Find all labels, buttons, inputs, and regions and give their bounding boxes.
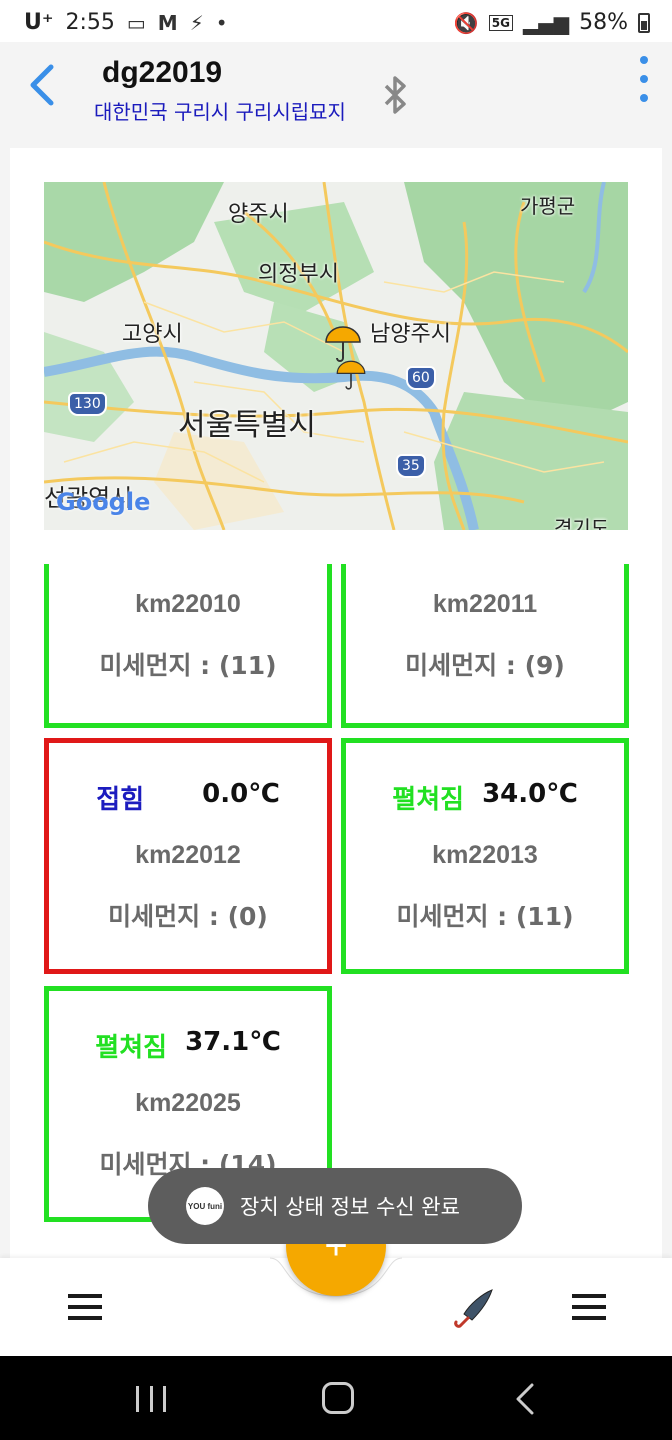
- fine-dust-reading: 미세먼지 : (9): [405, 651, 565, 680]
- umbrella-state: 접힘: [96, 785, 145, 815]
- carrier-label: U⁺: [24, 10, 54, 35]
- left-menu-button[interactable]: [68, 1294, 102, 1320]
- device-id: km22010: [135, 590, 241, 618]
- hamburger-line-icon: [68, 1305, 102, 1309]
- umbrella-state: 펼쳐짐: [95, 1033, 168, 1063]
- hamburger-line-icon: [572, 1316, 606, 1320]
- kebab-dot-icon: [640, 56, 648, 64]
- device-status-row: 펼쳐짐 37.1℃: [49, 1027, 327, 1064]
- device-card-km22010[interactable]: km22010 미세먼지 : (11): [44, 564, 332, 728]
- status-bar: U⁺ 2:55 ▭ M ⚡ • 🔇 5G ▂▄▆ 58%: [0, 0, 672, 42]
- recent-line-icon: [163, 1386, 166, 1412]
- app-logo-icon: YOU funi: [186, 1187, 224, 1225]
- map-label-partial-right: 경기도: [554, 516, 610, 530]
- umbrella-marker-icon[interactable]: [334, 358, 368, 392]
- more-notifications-dot-icon: •: [215, 10, 228, 35]
- map-label-uijeongbu: 의정부시: [258, 262, 339, 287]
- overflow-menu-button[interactable]: [634, 54, 654, 104]
- battery-icon: [638, 12, 650, 33]
- route-shield-130: 130: [68, 392, 107, 416]
- device-id: km22011: [432, 590, 538, 618]
- temperature: 34.0℃: [482, 779, 578, 809]
- back-button[interactable]: [22, 60, 62, 110]
- app-logo-text: YOU funi: [187, 1201, 223, 1211]
- system-navigation-bar: [0, 1356, 672, 1440]
- map-label-namyangju: 남양주시: [370, 322, 451, 347]
- kebab-dot-icon: [640, 94, 648, 102]
- map-label-gapyeong: 가평군: [520, 194, 576, 218]
- system-back-button[interactable]: [512, 1382, 540, 1416]
- umbrella-button[interactable]: [452, 1286, 500, 1330]
- temperature: 0.0℃: [202, 779, 280, 809]
- device-card-km22011[interactable]: km22011 미세먼지 : (9): [341, 564, 629, 728]
- map-view[interactable]: 양주시 가평군 의정부시 고양시 남양주시 서울특별시 선광역시 경기도 130…: [44, 182, 628, 530]
- fine-dust-reading: 미세먼지 : (11): [99, 651, 277, 680]
- app-notification-icon: ⚡: [189, 10, 204, 35]
- content-card: 양주시 가평군 의정부시 고양시 남양주시 서울특별시 선광역시 경기도 130…: [10, 148, 662, 1258]
- fine-dust-reading: 미세먼지 : (11): [396, 902, 574, 931]
- toast-message: 장치 상태 정보 수신 완료: [240, 1195, 460, 1219]
- recent-line-icon: [136, 1386, 139, 1412]
- hamburger-line-icon: [68, 1294, 102, 1298]
- app-header: dg22019 대한민국 구리시 구리시립묘지: [0, 42, 672, 146]
- device-card-km22013[interactable]: 펼쳐짐 34.0℃ km22013 미세먼지 : (11): [341, 738, 629, 974]
- device-status-row: 펼쳐짐 34.0℃: [346, 779, 624, 816]
- map-label-yangju: 양주시: [228, 202, 289, 227]
- right-menu-button[interactable]: [572, 1294, 606, 1320]
- umbrella-icon: [454, 1289, 493, 1328]
- device-title: dg22019: [102, 56, 223, 89]
- gmail-icon: M: [157, 10, 178, 35]
- back-arrow-icon: [30, 64, 54, 106]
- voicemail-icon: ▭: [126, 10, 146, 35]
- route-shield-60: 60: [406, 366, 436, 390]
- hamburger-line-icon: [572, 1305, 606, 1309]
- route-shield-35: 35: [396, 454, 426, 478]
- clock: 2:55: [65, 10, 115, 35]
- network-type-label: 5G: [488, 14, 513, 31]
- map-background: [44, 182, 628, 530]
- battery-percent: 58%: [579, 10, 628, 35]
- device-status-row: 접힘 0.0℃: [49, 779, 327, 816]
- bluetooth-icon: [384, 76, 406, 114]
- map-label-partial-left: 선광역시: [44, 484, 133, 512]
- map-label-seoul: 서울특별시: [178, 408, 316, 443]
- location-subtitle: 대한민국 구리시 구리시립묘지: [94, 100, 346, 124]
- back-chevron-icon: [516, 1383, 534, 1415]
- hamburger-line-icon: [68, 1316, 102, 1320]
- umbrella-marker-icon[interactable]: [322, 324, 364, 364]
- device-card-km22012[interactable]: 접힘 0.0℃ km22012 미세먼지 : (0): [44, 738, 332, 974]
- device-id: km22013: [432, 841, 538, 869]
- recent-line-icon: [149, 1386, 153, 1412]
- device-id: km22025: [135, 1089, 241, 1117]
- umbrella-state: 펼쳐짐: [392, 785, 465, 815]
- temperature: 37.1℃: [185, 1027, 281, 1057]
- toast-notification: YOU funi 장치 상태 정보 수신 완료: [148, 1168, 522, 1244]
- mute-icon: 🔇: [453, 10, 479, 35]
- recent-apps-button[interactable]: [136, 1386, 166, 1412]
- home-button[interactable]: [322, 1382, 354, 1414]
- map-label-goyang: 고양시: [122, 322, 183, 347]
- kebab-dot-icon: [640, 75, 648, 83]
- hamburger-line-icon: [572, 1294, 606, 1298]
- fine-dust-reading: 미세먼지 : (0): [108, 902, 268, 931]
- google-logo: Google: [56, 488, 151, 516]
- device-id: km22012: [135, 841, 241, 869]
- signal-icon: ▂▄▆: [522, 10, 570, 35]
